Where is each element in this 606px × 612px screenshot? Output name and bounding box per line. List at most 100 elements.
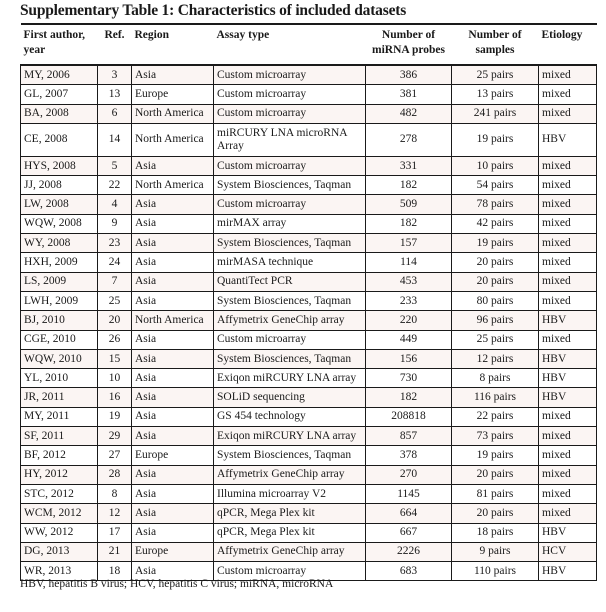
- cell-samples: 25 pairs: [451, 329, 539, 350]
- cell-assay: System Biosciences, Taqman: [213, 233, 366, 254]
- cell-etiology: mixed: [538, 464, 597, 485]
- cell-assay: GS 454 technology: [213, 406, 366, 428]
- cell-etiology: mixed: [538, 64, 597, 86]
- cell-etiology: HBV: [538, 122, 597, 157]
- cell-samples: 10 pairs: [451, 155, 539, 177]
- cell-probes: 278: [365, 122, 452, 157]
- cell-etiology: HBV: [538, 348, 597, 370]
- table-row: HYS, 2008 5 Asia Custom microarray 331 10 pai…: [20, 155, 597, 177]
- cell-ref: 4: [97, 194, 132, 215]
- table-row: DG, 2013 21 Europe Affymetrix GeneChip arra…: [20, 541, 597, 563]
- cell-samples: 20 pairs: [451, 503, 539, 524]
- cell-samples: 19 pairs: [451, 233, 539, 254]
- cell-ref: 26: [97, 329, 132, 350]
- table-row: SF, 2011 29 Asia Exiqon miRCURY LNA array 85…: [20, 426, 597, 447]
- table-row: YL, 2010 10 Asia Exiqon miRCURY LNA array 73…: [20, 368, 597, 389]
- cell-ref: 29: [97, 426, 132, 447]
- table-row: JJ, 2008 22 North America System Bioscience…: [20, 175, 597, 196]
- cell-etiology: mixed: [538, 233, 597, 254]
- cell-ref: 21: [97, 541, 132, 563]
- cell-region: Asia: [131, 290, 214, 312]
- table-row: GL, 2007 13 Europe Custom microarray 381 13 p…: [20, 84, 597, 105]
- cell-assay: miRCURY LNA microRNA Array: [213, 122, 366, 157]
- table-row: WR, 2013 18 Asia Custom microarray 683 110 pa…: [20, 561, 597, 582]
- cell-ref: 20: [97, 310, 132, 331]
- cell-ref: 7: [97, 271, 132, 292]
- cell-author: JJ, 2008: [20, 175, 98, 196]
- cell-samples: 8 pairs: [451, 368, 539, 389]
- cell-assay: System Biosciences, Taqman: [213, 445, 366, 466]
- cell-etiology: mixed: [538, 406, 597, 428]
- cell-ref: 25: [97, 290, 132, 312]
- cell-samples: 116 pairs: [451, 387, 539, 408]
- table-title: Supplementary Table 1: Characteristics o…: [20, 2, 407, 19]
- cell-assay: Affymetrix GeneChip array: [213, 464, 366, 485]
- cell-assay: Custom microarray: [213, 64, 366, 86]
- cell-ref: 14: [97, 122, 132, 157]
- cell-etiology: HBV: [538, 368, 597, 389]
- cell-author: LS, 2009: [20, 271, 98, 292]
- cell-assay: Illumina microarray V2: [213, 483, 366, 505]
- table-row: CE, 2008 14 North America miRCURY LNA micro…: [20, 122, 597, 157]
- cell-assay: System Biosciences, Taqman: [213, 348, 366, 370]
- cell-samples: 20 pairs: [451, 271, 539, 292]
- cell-region: North America: [131, 103, 214, 124]
- table-row: MY, 2006 3 Asia Custom microarray 386 25 pair…: [20, 64, 597, 86]
- cell-probes: 664: [365, 503, 452, 524]
- cell-region: Asia: [131, 387, 214, 408]
- cell-assay: Affymetrix GeneChip array: [213, 310, 366, 331]
- cell-ref: 12: [97, 503, 132, 524]
- cell-region: Europe: [131, 445, 214, 466]
- cell-probes: 2226: [365, 541, 452, 563]
- cell-assay: SOLiD sequencing: [213, 387, 366, 408]
- cell-etiology: mixed: [538, 445, 597, 466]
- cell-author: BJ, 2010: [20, 310, 98, 331]
- cell-author: STC, 2012: [20, 483, 98, 505]
- cell-region: North America: [131, 175, 214, 196]
- cell-samples: 96 pairs: [451, 310, 539, 331]
- cell-region: North America: [131, 122, 214, 157]
- cell-etiology: HBV: [538, 522, 597, 543]
- cell-ref: 9: [97, 213, 132, 235]
- cell-region: Asia: [131, 426, 214, 447]
- cell-probes: 667: [365, 522, 452, 543]
- cell-region: Europe: [131, 84, 214, 105]
- cell-author: HYS, 2008: [20, 155, 98, 177]
- cell-ref: 3: [97, 64, 132, 86]
- cell-probes: 220: [365, 310, 452, 331]
- cell-probes: 233: [365, 290, 452, 312]
- cell-probes: 449: [365, 329, 452, 350]
- cell-assay: Custom microarray: [213, 155, 366, 177]
- cell-etiology: mixed: [538, 290, 597, 312]
- table-row: WQW, 2010 15 Asia System Biosciences, Taqma…: [20, 348, 597, 370]
- cell-region: Asia: [131, 522, 214, 543]
- cell-samples: 22 pairs: [451, 406, 539, 428]
- cell-author: WQW, 2010: [20, 348, 98, 370]
- cell-region: Asia: [131, 561, 214, 582]
- cell-etiology: mixed: [538, 213, 597, 235]
- cell-author: WCM, 2012: [20, 503, 98, 524]
- cell-ref: 8: [97, 483, 132, 505]
- cell-region: Asia: [131, 368, 214, 389]
- table-row: BJ, 2010 20 North America Affymetrix GeneCh…: [20, 310, 597, 331]
- cell-region: Asia: [131, 213, 214, 235]
- cell-samples: 20 pairs: [451, 464, 539, 485]
- cell-etiology: HBV: [538, 310, 597, 331]
- cell-probes: 182: [365, 175, 452, 196]
- header-row: First author, year Ref. Region Assay typ…: [20, 24, 597, 65]
- cell-assay: Custom microarray: [213, 103, 366, 124]
- cell-etiology: mixed: [538, 175, 597, 196]
- cell-assay: mirMAX array: [213, 213, 366, 235]
- cell-ref: 6: [97, 103, 132, 124]
- cell-probes: 386: [365, 64, 452, 86]
- cell-author: HY, 2012: [20, 464, 98, 485]
- cell-ref: 16: [97, 387, 132, 408]
- cell-author: BA, 2008: [20, 103, 98, 124]
- cell-samples: 241 pairs: [451, 103, 539, 124]
- cell-assay: Exiqon miRCURY LNA array: [213, 368, 366, 389]
- cell-probes: 156: [365, 348, 452, 370]
- cell-assay: Custom microarray: [213, 84, 366, 105]
- cell-probes: 1145: [365, 483, 452, 505]
- cell-etiology: mixed: [538, 252, 597, 273]
- cell-samples: 13 pairs: [451, 84, 539, 105]
